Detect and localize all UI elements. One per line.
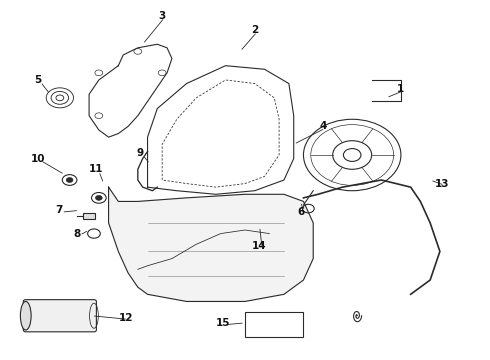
- FancyBboxPatch shape: [24, 300, 97, 332]
- Text: 5: 5: [34, 75, 42, 85]
- Text: 1: 1: [397, 84, 405, 94]
- Text: 13: 13: [435, 179, 450, 189]
- Text: 14: 14: [252, 241, 267, 251]
- Text: 12: 12: [119, 312, 133, 323]
- Text: 7: 7: [55, 205, 63, 215]
- Polygon shape: [109, 187, 313, 301]
- Text: 10: 10: [31, 154, 45, 163]
- Text: 4: 4: [319, 121, 327, 131]
- Circle shape: [66, 177, 73, 183]
- Text: 9: 9: [137, 148, 144, 158]
- Bar: [83, 213, 95, 219]
- Text: 15: 15: [216, 318, 230, 328]
- Circle shape: [96, 195, 102, 201]
- Text: 8: 8: [74, 229, 80, 239]
- Text: 2: 2: [251, 25, 258, 35]
- Text: 6: 6: [297, 207, 305, 217]
- Bar: [245, 312, 303, 337]
- Text: 11: 11: [89, 164, 104, 174]
- Ellipse shape: [21, 301, 31, 330]
- Text: 3: 3: [159, 11, 166, 21]
